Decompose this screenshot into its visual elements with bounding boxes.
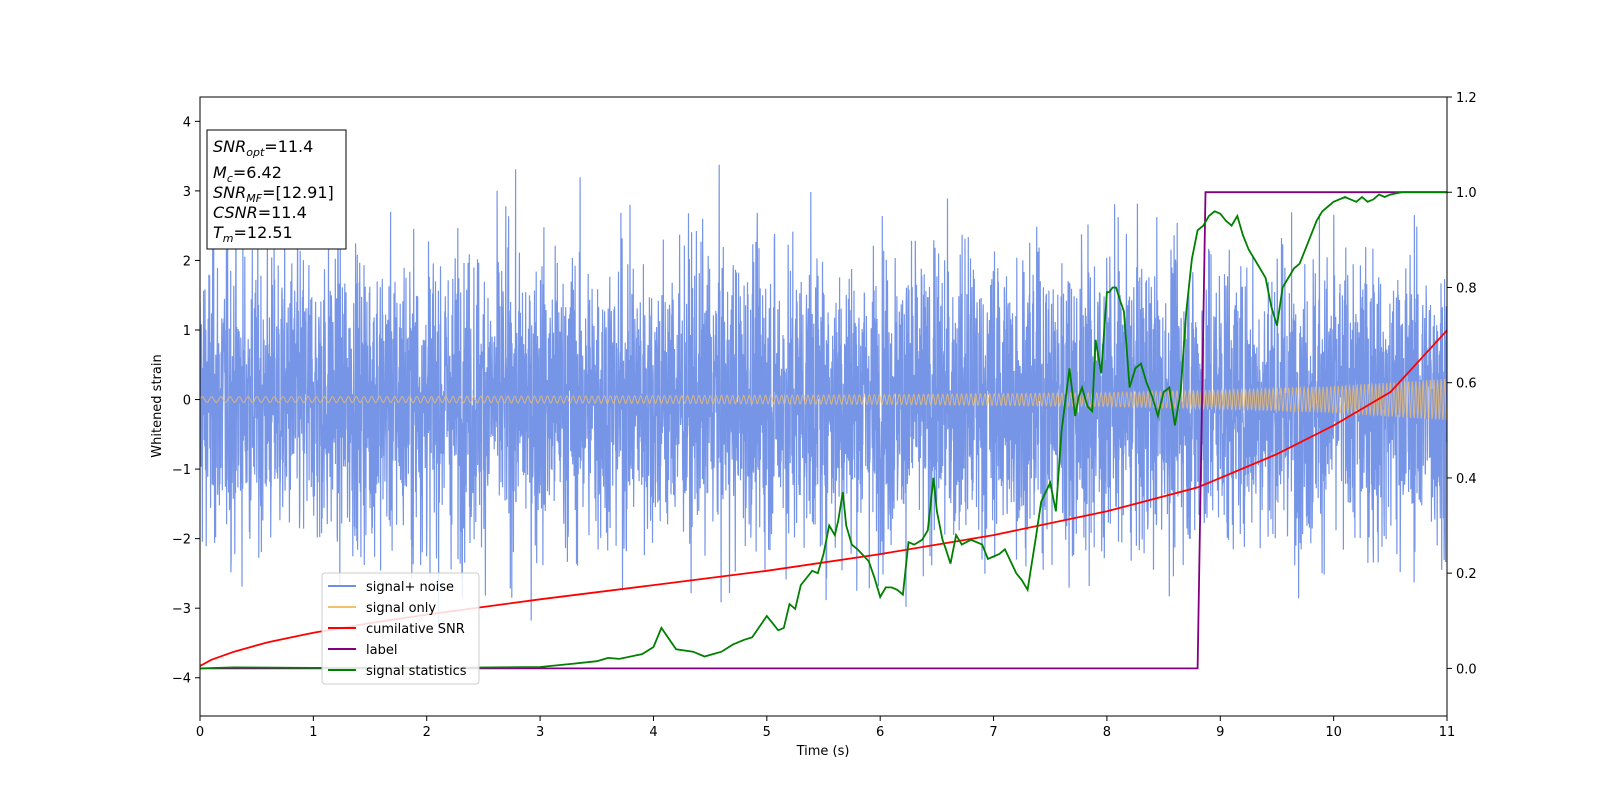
y-axis-left: −4 −3 −2 −1 0 1 2 3 4 <box>172 115 200 687</box>
x-tick-label: 11 <box>1439 725 1456 740</box>
annot-mc: =6.42 <box>233 163 282 182</box>
x-axis-title: Time (s) <box>796 744 850 759</box>
y-axis-right: 0.0 0.2 0.4 0.6 0.8 1.0 1.2 <box>1447 91 1477 677</box>
x-tick-label: 5 <box>763 725 771 740</box>
annot-tm: =12.51 <box>234 223 293 242</box>
legend-label-signal-statistics: signal statistics <box>366 664 467 679</box>
y-tick-label: −2 <box>172 533 191 548</box>
y-axis-title: Whitened strain <box>150 354 165 457</box>
series-line-label <box>200 191 1447 670</box>
y2-tick-label: 0.4 <box>1456 472 1477 487</box>
y-tick-label: 1 <box>183 324 191 339</box>
series-line-cumulative-snr <box>200 329 1447 667</box>
annot-snr-opt: =11.4 <box>264 137 313 156</box>
y-tick-label: 3 <box>183 185 191 200</box>
x-tick-label: 2 <box>423 725 431 740</box>
x-tick-label: 6 <box>876 725 884 740</box>
y-tick-label: 2 <box>183 254 191 269</box>
x-tick-label: 1 <box>309 725 317 740</box>
legend-label-signal-noise: signal+ noise <box>366 580 454 595</box>
y-tick-label: −4 <box>172 672 191 687</box>
y2-tick-label: 0.2 <box>1456 567 1477 582</box>
y-tick-label: −3 <box>172 602 191 617</box>
annotation-box: SNRopt=11.4 Mc=6.42 SNRMF=[12.91] CSNR=1… <box>206 129 347 250</box>
y2-tick-label: 1.0 <box>1456 186 1477 201</box>
series-line-signal-statistics <box>200 191 1447 670</box>
svg-text:SNRopt=11.4: SNRopt=11.4 <box>213 137 313 159</box>
legend-label-signal-only: signal only <box>366 601 436 616</box>
series-line-signal-only <box>200 377 1447 421</box>
y2-tick-label: 0.8 <box>1456 281 1477 296</box>
annot-snr-mf: =[12.91] <box>262 183 334 202</box>
y-tick-label: 4 <box>183 115 191 130</box>
plot-frame <box>199 96 1448 717</box>
x-axis: 0 1 2 3 4 5 6 7 8 9 10 11 <box>196 716 1455 740</box>
y2-tick-label: 0.6 <box>1456 377 1477 392</box>
x-tick-label: 4 <box>649 725 657 740</box>
svg-text:SNRMF=[12.91]: SNRMF=[12.91] <box>213 183 334 205</box>
x-tick-label: 7 <box>989 725 997 740</box>
x-tick-label: 8 <box>1103 725 1111 740</box>
legend: signal+ noise signal only cumilative SNR… <box>321 572 480 685</box>
y2-tick-label: 0.0 <box>1456 662 1477 677</box>
annot-csnr: =11.4 <box>258 203 307 222</box>
legend-label-label: label <box>366 643 397 658</box>
x-tick-label: 10 <box>1325 725 1342 740</box>
legend-label-cumulative-snr: cumilative SNR <box>366 622 465 637</box>
svg-text:Mc=6.42: Mc=6.42 <box>213 163 282 185</box>
series-line-signal-noise <box>200 164 1447 631</box>
svg-text:Tm=12.51: Tm=12.51 <box>213 223 293 245</box>
svg-text:CSNR=11.4: CSNR=11.4 <box>213 203 307 222</box>
plot-area <box>200 164 1447 670</box>
y-tick-label: −1 <box>172 463 191 478</box>
x-tick-label: 9 <box>1216 725 1224 740</box>
y-tick-label: 0 <box>183 394 191 409</box>
x-tick-label: 3 <box>536 725 544 740</box>
x-tick-label: 0 <box>196 725 204 740</box>
y2-tick-label: 1.2 <box>1456 91 1477 106</box>
